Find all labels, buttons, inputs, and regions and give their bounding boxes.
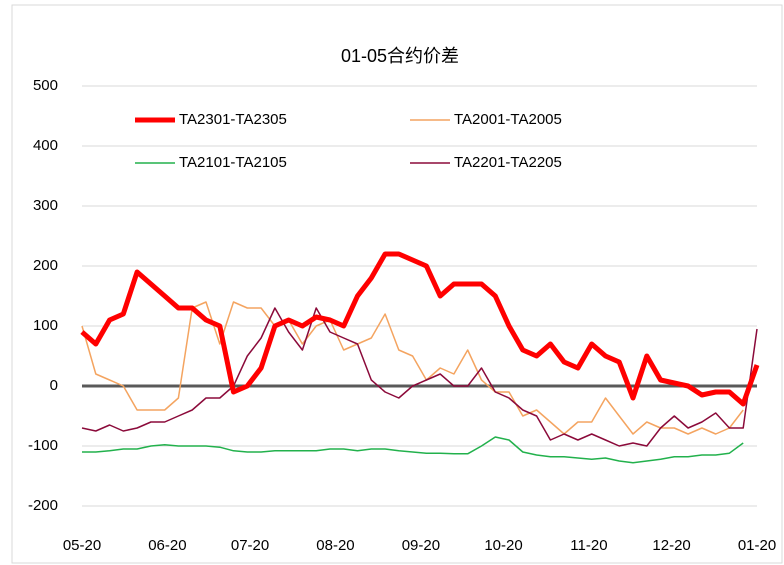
series-line	[80, 251, 760, 407]
y-tick-label: 100	[33, 317, 58, 334]
y-tick-label: 500	[33, 77, 58, 94]
x-tick-label: 08-20	[316, 537, 354, 554]
chart-frame	[11, 4, 783, 564]
x-tick-label: 12-20	[652, 537, 690, 554]
x-tick-label: 09-20	[402, 537, 440, 554]
y-tick-label: -200	[28, 497, 58, 514]
legend-label: TA2201-TA2205	[454, 154, 562, 171]
x-tick-label: 11-20	[570, 537, 607, 554]
x-tick-label: 10-20	[484, 537, 522, 554]
x-tick-label: 06-20	[148, 537, 186, 554]
y-tick-label: 0	[50, 377, 58, 394]
series-line	[82, 436, 744, 464]
y-tick-label: 300	[33, 197, 58, 214]
x-tick-label: 07-20	[231, 537, 269, 554]
x-tick-label: 01-20	[738, 537, 776, 554]
series-line	[81, 307, 758, 447]
legend-label: TA2001-TA2005	[454, 111, 562, 128]
chart-title: 01-05合约价差	[341, 46, 459, 66]
legend-label: TA2301-TA2305	[179, 111, 287, 128]
legend-label: TA2101-TA2105	[179, 154, 287, 171]
y-tick-label: -100	[28, 437, 58, 454]
y-tick-label: 200	[33, 257, 58, 274]
x-tick-label: 05-20	[63, 537, 101, 554]
y-tick-label: 400	[33, 137, 58, 154]
